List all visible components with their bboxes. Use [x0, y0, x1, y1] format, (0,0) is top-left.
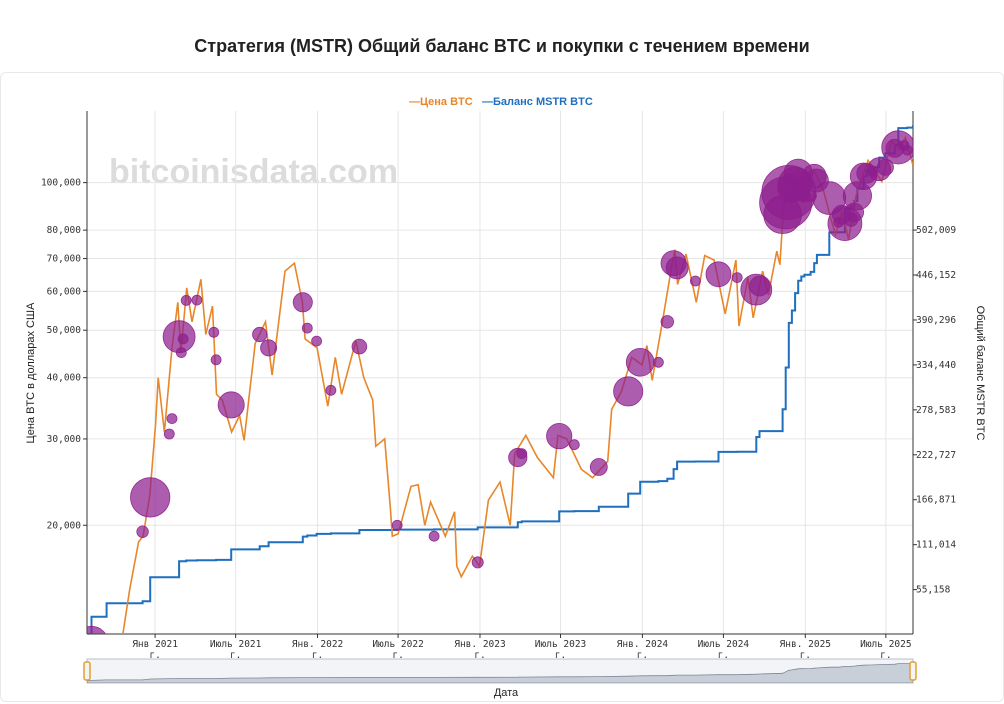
purchase-bubble	[568, 439, 580, 451]
y-right-tick-label: 502,009	[916, 225, 956, 236]
purchase-bubble	[175, 347, 187, 359]
x-tick-label: Июль 2024	[698, 639, 750, 650]
y-left-tick-label: 20,000	[47, 520, 82, 531]
y-left-tick-label: 50,000	[47, 325, 82, 336]
purchase-bubble	[292, 292, 313, 313]
purchase-bubble	[311, 335, 323, 347]
purchase-bubble	[166, 413, 178, 425]
range-navigator[interactable]	[83, 658, 917, 684]
purchase-bubble	[191, 294, 203, 306]
axes	[86, 111, 914, 635]
y-axis-left-label: Цена BTC в долларах США	[25, 302, 37, 444]
purchase-bubble	[163, 428, 175, 440]
purchase-bubble	[260, 339, 278, 357]
y-right-tick-label: 111,014	[916, 540, 956, 551]
x-tick-sublabel: г.	[800, 650, 811, 661]
purchase-bubble	[901, 144, 913, 156]
x-axis-label: Дата	[494, 687, 519, 699]
y-right-tick-label: 390,296	[916, 315, 956, 326]
purchase-bubble	[749, 275, 770, 297]
x-tick-sublabel: г.	[149, 650, 160, 661]
y-right-tick-label: 278,583	[916, 405, 956, 416]
y-right-tick-label: 446,152	[916, 270, 956, 281]
purchase-bubble	[217, 391, 245, 419]
y-left-tick-label: 60,000	[47, 286, 82, 297]
y-right-tick-label: 55,158	[916, 585, 951, 596]
legend-balance[interactable]: —Баланс MSTR BTC	[482, 96, 593, 108]
x-tick-label: Янв 2021	[132, 639, 178, 650]
purchase-bubble	[210, 354, 222, 366]
x-tick-label: Янв. 2022	[292, 639, 343, 650]
y-right-tick-label: 334,440	[916, 360, 956, 371]
purchase-bubble	[351, 338, 368, 355]
x-tick-sublabel: г.	[312, 650, 323, 661]
x-tick-sublabel: г.	[880, 650, 891, 661]
purchase-bubble	[881, 130, 913, 165]
x-tick-label: Июль 2022	[372, 639, 423, 650]
purchase-bubble	[653, 356, 664, 368]
y-left-tick-label: 80,000	[47, 225, 82, 236]
purchase-bubble	[876, 158, 894, 176]
grid-lines	[87, 111, 913, 634]
purchase-bubble	[690, 275, 701, 287]
purchase-bubble	[731, 272, 743, 284]
x-tick-label: Июль 2023	[535, 639, 586, 650]
purchase-bubble	[130, 477, 171, 518]
purchase-bubble	[613, 376, 644, 407]
navigator-right-handle[interactable]	[909, 661, 917, 681]
navigator-left-handle[interactable]	[83, 661, 91, 681]
x-tick-sublabel: г.	[637, 650, 648, 661]
purchase-bubble	[516, 448, 528, 460]
x-tick-label: Июль 2021	[210, 639, 262, 650]
y-right-tick-label: 166,871	[916, 495, 956, 506]
y-left-tick-label: 100,000	[41, 178, 81, 189]
legend-price[interactable]: —Цена BTC	[409, 96, 473, 108]
tick-labels: 20,000 30,000 40,000 50,000 60,000 70,000 80,0…	[41, 178, 956, 661]
purchase-bubble	[705, 261, 732, 288]
purchase-bubble	[301, 322, 313, 334]
purchase-bubble	[325, 384, 337, 396]
purchase-bubble	[177, 333, 189, 345]
x-tick-sublabel: г.	[474, 650, 485, 661]
x-tick-sublabel: г.	[392, 650, 403, 661]
purchase-bubble	[660, 315, 675, 329]
page-title: Стратегия (MSTR) Общий баланс BTC и поку…	[194, 36, 810, 56]
y-right-tick-label: 222,727	[916, 450, 956, 461]
purchase-bubble	[589, 458, 608, 476]
y-left-tick-label: 40,000	[47, 373, 82, 384]
x-tick-sublabel: г.	[555, 650, 566, 661]
purchase-bubble	[471, 556, 484, 569]
purchase-bubble	[546, 422, 573, 450]
purchase-bubble	[391, 519, 403, 531]
purchase-bubble	[665, 256, 689, 280]
x-tick-label: Янв. 2024	[617, 639, 669, 650]
y-left-tick-label: 70,000	[47, 254, 82, 265]
x-tick-label: Янв. 2025	[780, 639, 831, 650]
purchase-bubble	[252, 326, 268, 343]
legend: —Цена BTC —Баланс MSTR BTC	[409, 96, 593, 108]
x-tick-label: Янв. 2023	[454, 639, 505, 650]
purchase-bubble	[136, 525, 149, 538]
navigator-series-area	[87, 663, 913, 683]
chart-card: bitcoinisdata.com 20,000 30,000 40,000 50,0…	[0, 72, 1004, 702]
x-tick-label: Июль 2025	[860, 639, 911, 650]
purchase-bubble	[180, 294, 192, 306]
purchase-bubble	[208, 326, 220, 338]
watermark-text: bitcoinisdata.com	[109, 153, 398, 191]
y-axis-right-label: Общий баланс MSTR BTC	[974, 306, 986, 441]
purchase-bubbles	[87, 130, 913, 634]
x-tick-sublabel: г.	[230, 650, 241, 661]
purchase-bubble	[428, 530, 440, 542]
x-tick-sublabel: г.	[718, 650, 729, 661]
chart[interactable]: bitcoinisdata.com 20,000 30,000 40,000 50,0…	[1, 73, 1003, 701]
purchase-bubble	[87, 625, 107, 634]
y-left-tick-label: 30,000	[47, 434, 82, 445]
purchase-bubble	[625, 347, 655, 377]
